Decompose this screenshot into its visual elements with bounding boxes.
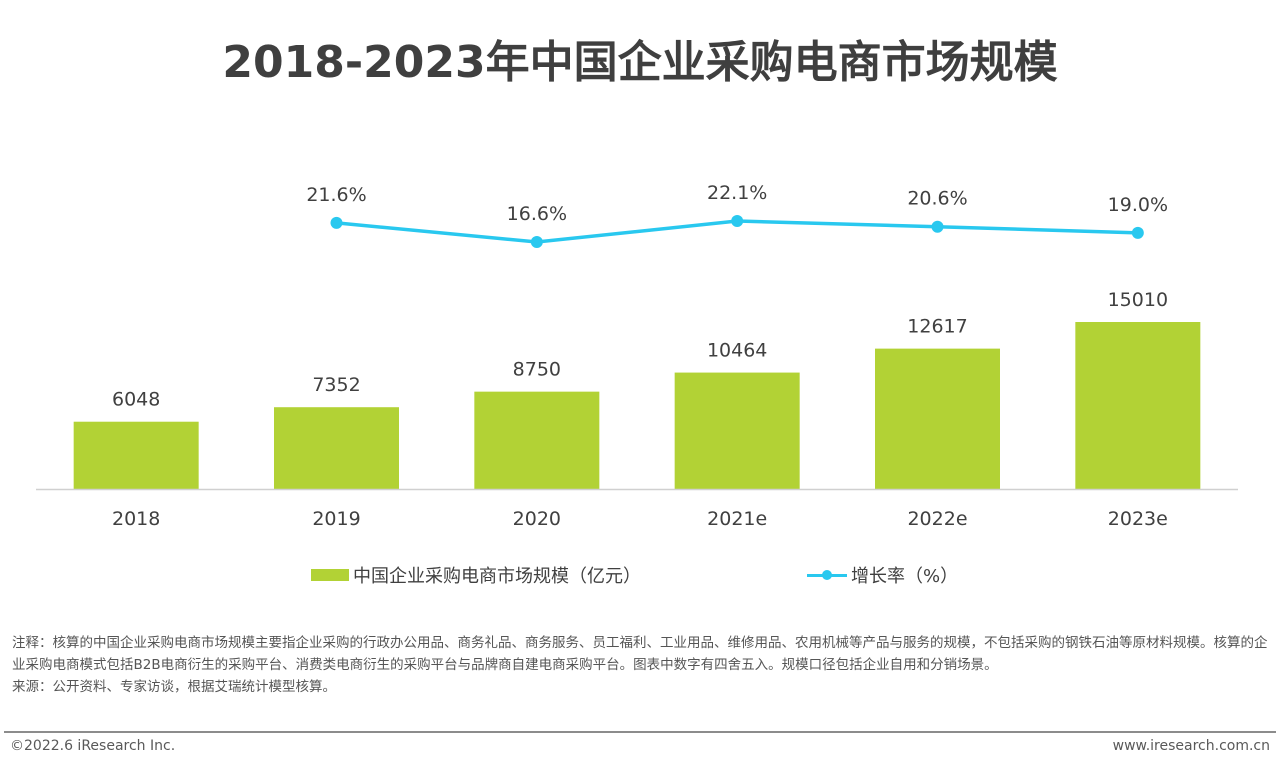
growth-value-label: 22.1% <box>707 182 767 204</box>
growth-point-2023e <box>1131 226 1144 239</box>
bar-2020 <box>474 391 600 489</box>
x-tick-label: 2023e <box>1108 508 1168 530</box>
bar-value-label: 7352 <box>312 374 360 396</box>
bar-value-label: 15010 <box>1108 289 1168 311</box>
growth-value-label: 16.6% <box>507 203 567 225</box>
legend-item-growth-rate: 增长率（%） <box>807 562 958 588</box>
x-tick-label: 2018 <box>112 508 160 530</box>
x-tick-label: 2021e <box>707 508 767 530</box>
website-link[interactable]: www.iresearch.com.cn <box>1112 738 1270 754</box>
combo-chart: 6048 7352 8750 10464 12617 15010 2018 2019 2020… <box>36 182 1238 530</box>
growth-point-2019 <box>330 216 343 229</box>
bar-2022e <box>875 348 1000 489</box>
legend-bar-swatch-icon <box>311 569 349 581</box>
legend-line-marker-icon <box>807 569 847 581</box>
x-tick-label: 2020 <box>513 508 561 530</box>
bar-2023e <box>1075 322 1201 489</box>
bar-2019 <box>274 407 399 489</box>
bars-layer: 6048 7352 8750 10464 12617 15010 <box>73 289 1201 489</box>
bar-value-label: 6048 <box>112 389 160 411</box>
legend: 中国企业采购电商市场规模（亿元） 增长率（%） <box>0 562 1280 588</box>
growth-point-2020 <box>530 236 543 248</box>
bar-value-label: 8750 <box>513 359 561 381</box>
bar-2021e <box>674 372 800 489</box>
growth-point-2021e <box>731 215 744 227</box>
bar-value-label: 12617 <box>907 316 967 338</box>
x-tick-label: 2019 <box>312 508 360 530</box>
bar-value-label: 10464 <box>707 340 767 362</box>
growth-point-2022e <box>931 220 944 233</box>
notes-section: 注释：核算的中国企业采购电商市场规模主要指企业采购的行政办公用品、商务礼品、商务… <box>12 632 1272 698</box>
legend-label-market-size: 中国企业采购电商市场规模（亿元） <box>353 566 641 587</box>
chart-title: 2018-2023年中国企业采购电商市场规模 <box>222 37 1058 88</box>
growth-line-layer: 21.6% 16.6% 22.1% 20.6% 19.0% <box>306 182 1168 248</box>
source-text: 来源：公开资料、专家访谈，根据艾瑞统计模型核算。 <box>12 679 336 695</box>
growth-value-label: 19.0% <box>1108 194 1168 216</box>
legend-item-market-size: 中国企业采购电商市场规模（亿元） <box>311 562 641 588</box>
copyright-text: ©2022.6 iResearch Inc. <box>10 738 176 754</box>
growth-value-label: 21.6% <box>306 184 366 206</box>
footer-divider <box>4 731 1276 733</box>
note-text: 注释：核算的中国企业采购电商市场规模主要指企业采购的行政办公用品、商务礼品、商务… <box>12 635 1268 673</box>
x-tick-label: 2022e <box>907 508 967 530</box>
growth-value-label: 20.6% <box>907 188 967 210</box>
bar-2018 <box>73 421 199 489</box>
x-tick-labels: 2018 2019 2020 2021e 2022e 2023e <box>112 508 1168 530</box>
legend-label-growth-rate: 增长率（%） <box>851 566 959 587</box>
